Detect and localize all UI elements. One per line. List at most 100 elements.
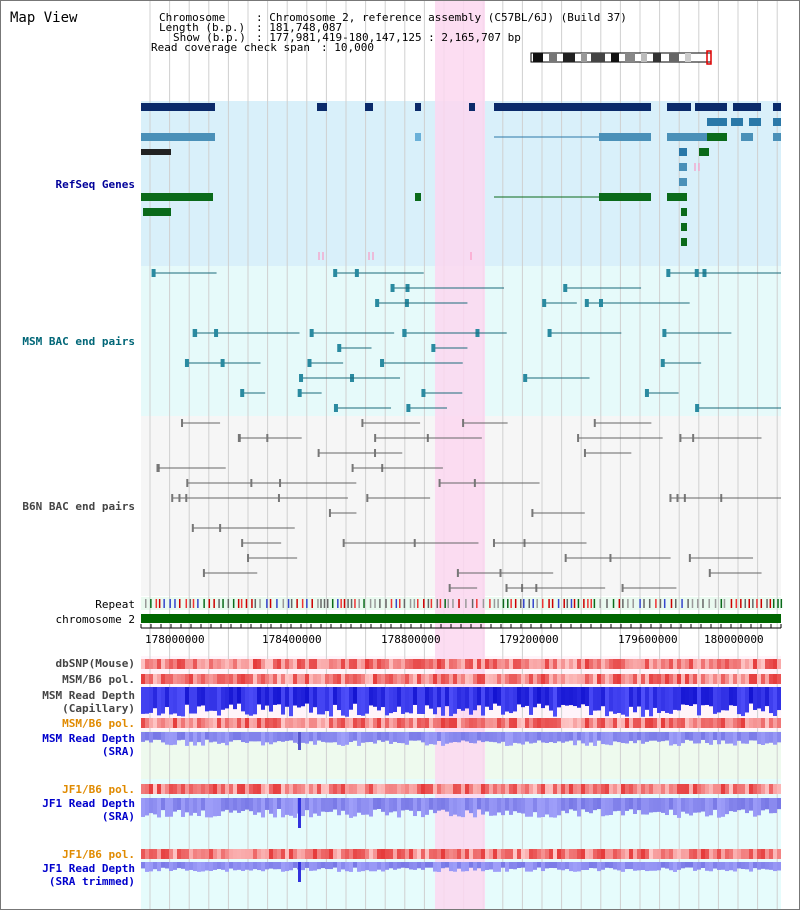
- track-label-refseq[interactable]: RefSeq Genes: [55, 178, 135, 191]
- coverage-bin: [177, 732, 181, 741]
- coverage-bin: [745, 862, 749, 870]
- coverage-bin: [349, 718, 353, 728]
- coverage-bin: [553, 718, 557, 728]
- coverage-bin: [257, 849, 261, 859]
- coverage-bin: [269, 849, 273, 859]
- coverage-bin: [761, 798, 765, 811]
- coverage-bin: [589, 674, 593, 684]
- track-label-jf1-depth-trimmed[interactable]: JF1 Read Depth (SRA trimmed): [42, 862, 135, 888]
- coverage-bin: [637, 732, 641, 741]
- coverage-bin: [473, 732, 477, 744]
- coverage-bin: [573, 659, 577, 669]
- coverage-bin: [409, 659, 413, 669]
- coverage-bin: [273, 718, 277, 728]
- coverage-bin: [233, 659, 237, 669]
- coverage-bin: [301, 862, 305, 871]
- coverage-bin: [313, 718, 317, 728]
- coverage-bin: [649, 687, 653, 717]
- repeat-mark: [145, 599, 147, 608]
- coverage-bin: [633, 687, 637, 713]
- coverage-bin: [697, 732, 701, 744]
- coverage-bin: [185, 862, 189, 871]
- coverage-bin: [321, 784, 325, 794]
- coverage-bin: [705, 798, 709, 817]
- bac-end-mark: [644, 389, 649, 397]
- coverage-bin: [621, 862, 625, 872]
- track-label-msm-depth-capillary[interactable]: MSM Read Depth (Capillary): [42, 689, 135, 715]
- coverage-bin: [429, 784, 433, 794]
- coverage-bin: [573, 849, 577, 859]
- coverage-bin: [597, 718, 601, 728]
- repeat-mark: [587, 599, 589, 608]
- coverage-bin: [649, 784, 653, 794]
- coverage-bin: [509, 732, 513, 746]
- coverage-bin: [649, 862, 653, 871]
- track-label-b6n-bac[interactable]: B6N BAC end pairs: [22, 500, 135, 513]
- coverage-bin: [509, 798, 513, 815]
- coverage-bin: [353, 659, 357, 669]
- coverage-bin: [569, 798, 573, 810]
- track-label-msm-b6-pol-1[interactable]: MSM/B6 pol.: [62, 673, 135, 686]
- coverage-bin: [305, 784, 309, 794]
- coverage-bin: [629, 798, 633, 810]
- coverage-bin: [425, 849, 429, 859]
- coverage-bin: [209, 798, 213, 818]
- coverage-bin: [437, 659, 441, 669]
- track-label-msm-depth-sra[interactable]: MSM Read Depth (SRA): [42, 732, 135, 758]
- coverage-bin: [537, 862, 541, 868]
- coverage-bin: [721, 687, 725, 711]
- track-label-jf1-b6-pol-2[interactable]: JF1/B6 pol.: [62, 848, 135, 861]
- coverage-bin: [637, 674, 641, 684]
- coverage-bin: [633, 732, 637, 744]
- coverage-bin: [653, 687, 657, 708]
- track-label-msm-b6-pol-2[interactable]: MSM/B6 pol.: [62, 717, 135, 730]
- coverage-bin: [273, 862, 277, 870]
- coverage-bin: [325, 718, 329, 728]
- track-label-jf1-b6-pol-1[interactable]: JF1/B6 pol.: [62, 783, 135, 796]
- coverage-bin: [689, 687, 693, 706]
- gene-exon: [415, 133, 421, 141]
- coverage-bin: [317, 784, 321, 794]
- coverage-bin: [725, 849, 729, 859]
- repeat-mark: [240, 599, 243, 608]
- coverage-bin: [405, 687, 409, 713]
- gene-exon: [773, 133, 781, 141]
- coverage-bin: [229, 798, 233, 813]
- bac-end-mark: [462, 419, 465, 427]
- coverage-bin: [461, 718, 465, 728]
- coverage-bin: [177, 784, 181, 794]
- coverage-bin: [737, 798, 741, 811]
- coverage-bin: [549, 659, 553, 669]
- coverage-bin: [201, 798, 205, 811]
- track-label-msm-bac[interactable]: MSM BAC end pairs: [22, 335, 135, 348]
- repeat-mark: [548, 599, 550, 608]
- coverage-bin: [305, 659, 309, 669]
- coverage-bin: [497, 732, 501, 744]
- coverage-bin: [453, 849, 457, 859]
- coverage-bin: [677, 732, 681, 746]
- coverage-bin: [637, 849, 641, 859]
- coverage-bin: [689, 674, 693, 684]
- repeat-mark: [266, 599, 268, 608]
- coverage-bin: [317, 732, 321, 741]
- coverage-bin: [613, 798, 617, 812]
- coverage-bin: [341, 784, 345, 794]
- coverage-bin: [193, 732, 197, 746]
- coverage-bin: [289, 784, 293, 794]
- repeat-mark: [612, 599, 615, 608]
- coverage-bin: [697, 718, 701, 728]
- coverage-bin: [641, 732, 645, 744]
- repeat-mark: [269, 599, 272, 608]
- coverage-bin: [225, 849, 229, 859]
- coverage-bin: [377, 862, 381, 870]
- track-label-dbsnp[interactable]: dbSNP(Mouse): [55, 657, 135, 670]
- coverage-bin: [437, 687, 441, 708]
- coverage-bin: [337, 732, 341, 745]
- coverage-bin: [205, 849, 209, 859]
- coverage-bin: [453, 718, 457, 728]
- coverage-strips: [141, 659, 781, 882]
- gene-exon: [773, 103, 781, 111]
- track-label-jf1-depth-sra[interactable]: JF1 Read Depth (SRA): [42, 797, 135, 823]
- coverage-bin: [349, 732, 353, 742]
